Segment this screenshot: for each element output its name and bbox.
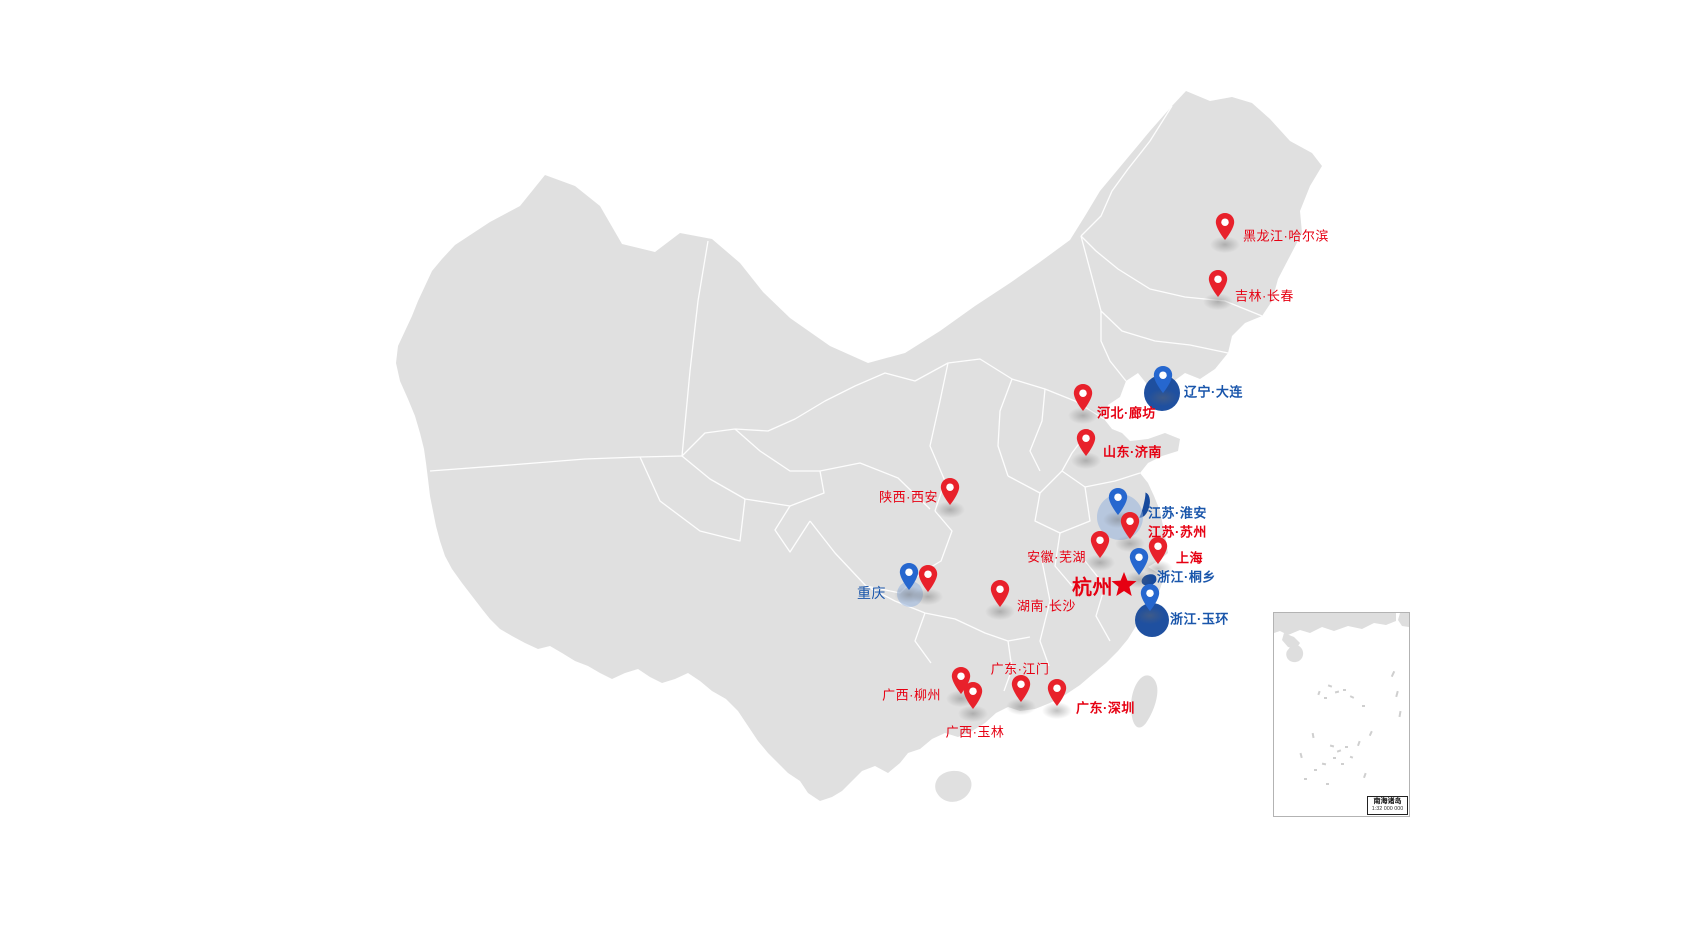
inset-map	[1274, 613, 1409, 785]
inset-label-box: 南海诸岛 1:32 000 000	[1367, 796, 1408, 815]
headquarters-star-icon[interactable]	[1111, 572, 1137, 602]
map-pin-liaoning-dalian[interactable]	[1153, 365, 1174, 399]
inset-scale: 1:32 000 000	[1371, 806, 1404, 812]
map-label-guangxi-liuzhou[interactable]: 广西·柳州	[882, 687, 941, 703]
pin-shadow	[1071, 452, 1101, 470]
map-pin-heilongjiang-haerbin[interactable]	[1215, 212, 1236, 246]
map-label-guangdong-shenzhen[interactable]: 广东·深圳	[1076, 700, 1135, 716]
map-pin-jiangsu-huaian[interactable]	[1108, 487, 1129, 521]
pin-shadow	[985, 603, 1015, 621]
inset-south-china-sea: 南海诸岛 1:32 000 000	[1273, 612, 1410, 817]
map-label-anhui-wuhu[interactable]: 安徽·芜湖	[1027, 549, 1086, 565]
city-highlight-circle	[1135, 603, 1169, 637]
map-label-jiangsu-huaian[interactable]: 江苏·淮安	[1148, 505, 1207, 521]
map-label-jilin-changchun[interactable]: 吉林·长春	[1235, 288, 1294, 304]
map-pin-hebei-langfang[interactable]	[1073, 383, 1094, 417]
pin-shadow	[1068, 407, 1098, 425]
map-label-guangxi-yulin[interactable]: 广西·玉林	[945, 724, 1005, 740]
map-label-shanghai[interactable]: 上海	[1176, 550, 1204, 566]
map-pin-jiangsu-suzhou[interactable]	[1120, 511, 1141, 545]
map-pin-anhui-wuhu[interactable]	[1090, 530, 1111, 564]
map-pin-guangdong-shenzhen[interactable]	[1047, 678, 1068, 712]
map-pin-chongqing[interactable]	[899, 562, 920, 596]
map-pin-chongqing-site[interactable]	[918, 564, 939, 598]
map-label-shaanxi-xian[interactable]: 陕西·西安	[879, 489, 938, 505]
pin-shadow	[1135, 607, 1165, 625]
pin-shadow	[1115, 535, 1145, 553]
map-pin-zhejiang-yuhuan[interactable]	[1140, 583, 1161, 617]
map-pin-zhejiang-tongxiang[interactable]	[1129, 547, 1150, 581]
map-pin-shaanxi-xian[interactable]	[940, 477, 961, 511]
map-label-hebei-langfang[interactable]: 河北·廊坊	[1097, 405, 1156, 421]
map-pin-guangdong-jiangmen[interactable]	[1011, 674, 1032, 708]
pin-shadow	[1148, 389, 1178, 407]
pin-shadow	[1210, 236, 1240, 254]
pin-shadow	[1203, 293, 1233, 311]
pin-shadow	[1042, 702, 1072, 720]
map-label-zhejiang-yuhuan[interactable]: 浙江·玉环	[1170, 611, 1229, 627]
inset-title: 南海诸岛	[1373, 798, 1402, 805]
map-label-heilongjiang-haerbin[interactable]: 黑龙江·哈尔滨	[1243, 228, 1329, 244]
pin-shadow	[958, 705, 988, 723]
map-label-chongqing[interactable]: 重庆	[857, 585, 886, 601]
pin-shadow	[913, 588, 943, 606]
hainan-island	[935, 770, 972, 802]
province-borders	[429, 105, 1263, 692]
pin-shadow	[1085, 554, 1115, 572]
pin-shadow	[1143, 560, 1173, 578]
map-pin-guangxi-yulin[interactable]	[963, 681, 984, 715]
map-pin-hunan-changsha[interactable]	[990, 579, 1011, 613]
map-label-jiangsu-suzhou[interactable]: 江苏·苏州	[1148, 524, 1207, 540]
mainland-shape	[396, 91, 1322, 802]
inset-islands	[1299, 670, 1402, 785]
map-label-liaoning-dalian[interactable]: 辽宁·大连	[1184, 384, 1243, 400]
pin-shadow	[894, 586, 924, 604]
map-label-hunan-changsha[interactable]: 湖南·长沙	[1017, 598, 1076, 614]
pin-shadow	[935, 501, 965, 519]
taiwan-island	[1131, 675, 1158, 728]
map-pin-shandong-jinan[interactable]	[1076, 428, 1097, 462]
map-label-zhejiang-tongxiang[interactable]: 浙江·桐乡	[1157, 569, 1216, 585]
pin-shadow	[1006, 698, 1036, 716]
map-label-guangdong-jiangmen[interactable]: 广东·江门	[990, 661, 1050, 677]
map-pin-jilin-changchun[interactable]	[1208, 269, 1229, 303]
map-label-shandong-jinan[interactable]: 山东·济南	[1103, 444, 1162, 460]
map-pin-shanghai[interactable]	[1148, 536, 1169, 570]
headquarters-label[interactable]: 杭州	[1072, 577, 1113, 599]
